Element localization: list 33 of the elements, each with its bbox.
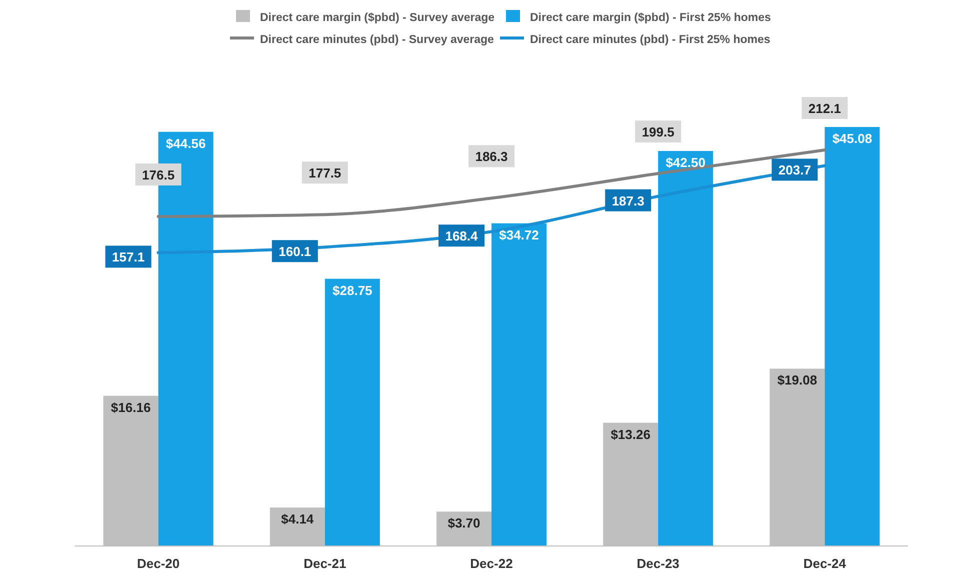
data-label: 157.1 (112, 250, 145, 265)
x-tick-label: Dec-23 (636, 556, 680, 571)
legend-label: Direct care minutes (pbd) - Survey average (260, 34, 494, 46)
x-tick-label: Dec-21 (304, 556, 346, 571)
bar (824, 127, 880, 546)
data-label: $45.08 (832, 131, 872, 146)
x-tick-label: Dec-20 (136, 556, 180, 571)
legend-label: Direct care minutes (pbd) - First 25% homes (530, 34, 770, 46)
data-label: $3.70 (448, 516, 480, 531)
legend-label: Direct care margin ($pbd) - Survey average (260, 12, 495, 24)
bar (324, 278, 380, 546)
data-label: $19.08 (777, 372, 818, 388)
data-label: $28.75 (332, 282, 372, 298)
legend-label: Direct care margin ($pbd) - First 25% homes (530, 12, 771, 24)
data-label: 177.5 (308, 166, 342, 181)
data-label: $16.16 (110, 400, 151, 415)
data-label: $13.26 (610, 426, 650, 442)
bar (492, 223, 546, 546)
data-label: $42.50 (666, 154, 706, 170)
data-label: 203.7 (778, 162, 811, 178)
data-label: 187.3 (612, 193, 644, 208)
x-tick-label: Dec-24 (803, 556, 847, 571)
data-label: 160.1 (278, 244, 312, 260)
data-label: 212.1 (808, 101, 841, 116)
data-label: $4.14 (281, 512, 314, 527)
data-label: $44.56 (166, 136, 206, 151)
x-tick-label: Dec-22 (470, 556, 513, 571)
bar (658, 150, 714, 546)
data-label: 176.5 (142, 167, 175, 182)
data-label: 186.3 (475, 149, 508, 164)
data-label: 199.5 (642, 124, 674, 140)
data-label: 168.4 (445, 228, 479, 244)
data-label: $34.72 (499, 227, 539, 242)
